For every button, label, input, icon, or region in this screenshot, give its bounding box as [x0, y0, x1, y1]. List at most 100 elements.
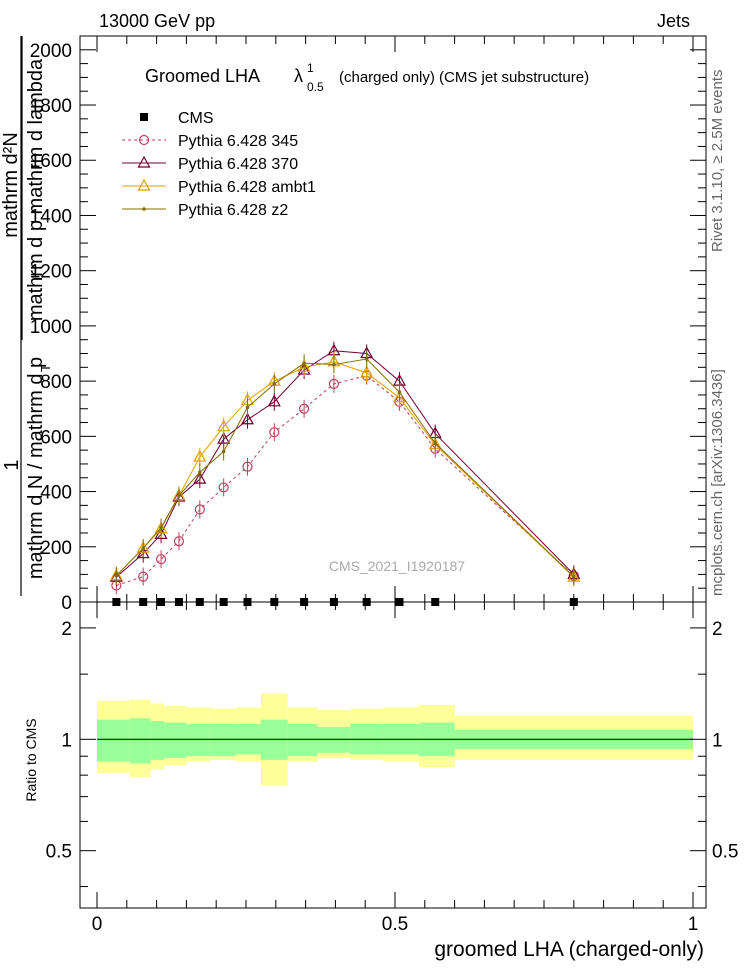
data-point: [267, 394, 281, 407]
ratio-inner-band: [287, 723, 318, 757]
series-line: [116, 350, 575, 578]
data-point: [302, 361, 306, 365]
series-2: [109, 341, 581, 587]
legend-label: CMS: [178, 110, 214, 127]
x-axis-label: groomed LHA (charged-only): [434, 938, 704, 961]
y-tick-label: 1600: [30, 151, 72, 172]
data-point: [221, 449, 226, 454]
ratio-inner-band: [150, 721, 165, 760]
legend-item: Pythia 6.428 ambt1: [122, 178, 316, 196]
data-point: [155, 554, 167, 565]
header-category: Jets: [657, 11, 690, 31]
ratio-y-tick-label: 2: [61, 619, 72, 640]
data-point: [159, 525, 163, 530]
series-line: [116, 375, 575, 586]
data-point: [242, 461, 253, 472]
x-tick-label: 0.5: [382, 914, 408, 935]
plot-title-text: Groomed LHA: [145, 66, 260, 86]
ratio-inner-band: [164, 722, 187, 759]
legend-item: Pythia 6.428 z2: [122, 202, 288, 219]
data-point: [360, 365, 374, 378]
plot-title-lambda: λ: [294, 66, 303, 86]
ratio-y-tick-label-right: 0.5: [712, 842, 738, 863]
main-y-ticks: 0 200 400 600 800 1000 1200 1400 1600 1800 2000: [30, 41, 706, 614]
data-point: [299, 403, 310, 414]
legend-marker: [140, 113, 148, 121]
data-point: [193, 449, 207, 462]
data-point: [269, 427, 280, 438]
data-point: [240, 412, 255, 425]
data-point: [332, 362, 336, 367]
y-label-denominator: mathrm d p mathrm d lambda: [25, 58, 47, 321]
data-point: [193, 471, 207, 484]
x-tick-label: 1: [688, 914, 699, 935]
y-tick-label: 400: [40, 483, 72, 504]
main-x-ticks: [96, 36, 694, 602]
series-line: [116, 361, 575, 578]
y-label-subscript: T: [38, 364, 53, 372]
data-point: [173, 536, 185, 547]
series-3: [109, 352, 581, 587]
main-y-label: 1 mathrm d²N mathrm d N / mathrm d p mat…: [0, 36, 53, 596]
legend-marker: [138, 134, 150, 146]
main-panel: 0 200 400 600 800 1000 1200 1400 1600 1800 2000 CM…: [30, 35, 707, 614]
header-process: 13000 GeV pp: [99, 11, 215, 31]
legend-label: Pythia 6.428 ambt1: [178, 179, 316, 196]
y-tick-label: 800: [40, 372, 72, 393]
data-point: [433, 441, 438, 446]
data-point: [397, 390, 402, 394]
y-tick-label: 1800: [30, 96, 72, 117]
ratio-frame: [79, 601, 707, 909]
legend-item: Pythia 6.428 345: [122, 133, 298, 150]
rivet-label: Rivet 3.1.10, ≥ 2.5M events: [709, 70, 726, 253]
y-tick-label: 200: [40, 538, 72, 559]
plot-title: Groomed LHA: [145, 66, 260, 86]
ratio-y-label: Ratio to CMS: [23, 718, 39, 801]
legend-label: Pythia 6.428 345: [178, 133, 298, 150]
ratio-inner-band: [129, 718, 151, 764]
data-point: [141, 546, 145, 550]
data-point: [572, 574, 576, 579]
y-tick-label: 1200: [30, 262, 72, 283]
ratio-inner-band: [186, 723, 211, 757]
mcplots-label: mcplots.cern.ch [arXiv:1306.3436]: [709, 369, 726, 596]
data-point: [217, 419, 231, 432]
watermark: CMS_2021_I1920187: [329, 558, 465, 574]
data-point: [138, 571, 149, 582]
y-tick-label: 1400: [30, 206, 72, 227]
legend-marker: [142, 207, 146, 211]
ratio-inner-band: [210, 723, 236, 757]
legend-item: Pythia 6.428 370: [122, 155, 298, 173]
ratio-y-tick-label-right: 2: [712, 619, 723, 640]
y-tick-label: 2000: [30, 41, 72, 62]
data-point: [177, 493, 181, 498]
ratio-x-ticks: 0 0.5 1: [92, 602, 699, 935]
legend-label: Pythia 6.428 370: [178, 156, 298, 173]
ratio-y-tick-label: 1: [61, 730, 72, 751]
ratio-inner-band: [317, 726, 351, 753]
ratio-bands: [97, 693, 693, 786]
legend-item: CMS: [140, 110, 214, 127]
ratio-y-tick-label-right: 1: [712, 730, 723, 751]
y-tick-label: 0: [61, 593, 72, 614]
legend-marker: [137, 155, 151, 168]
ratio-y-tick-label: 0.5: [46, 842, 72, 863]
y-tick-label: 600: [40, 427, 72, 448]
legend-marker: [137, 178, 151, 191]
data-point: [328, 378, 340, 389]
series-line: [116, 358, 575, 577]
data-point: [114, 573, 119, 578]
ratio-y-ticks: 0.5 0.5 1 1 2 2: [46, 619, 738, 888]
data-point: [218, 482, 229, 493]
data-point: [364, 357, 369, 361]
y-label-prefix: 1: [1, 459, 23, 470]
data-point: [245, 405, 250, 410]
series-4: [114, 350, 576, 586]
y-tick-label: 1000: [30, 317, 72, 338]
plot-title-suffix: (charged only) (CMS jet substructure): [339, 69, 589, 86]
data-point: [198, 470, 202, 475]
main-frame: [79, 35, 707, 603]
data-point: [272, 382, 277, 386]
ratio-inner-band: [97, 719, 130, 762]
